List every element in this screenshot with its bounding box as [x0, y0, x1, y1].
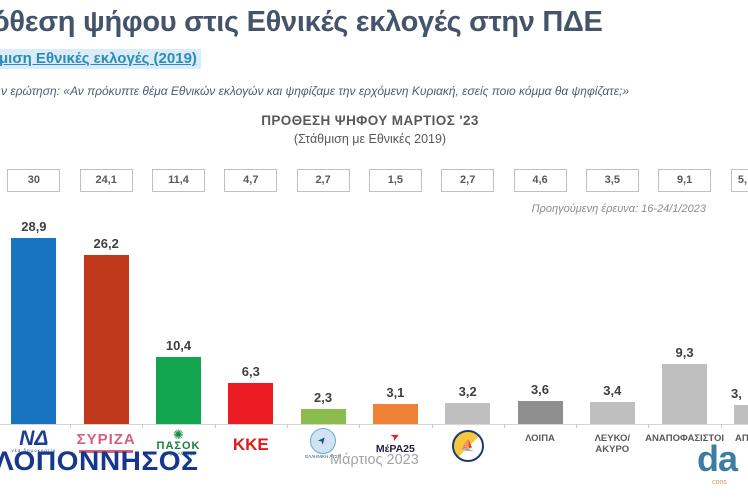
- bar: [156, 357, 201, 424]
- axis-tick: [720, 424, 722, 428]
- bar: [11, 238, 57, 424]
- axis-tick: [503, 424, 505, 428]
- chart-header: ΠΡΟΘΕΣΗ ΨΗΦΟΥ ΜΑΡΤΙΟΣ '23 (Στάθμιση με Ε…: [180, 113, 560, 146]
- bar: [300, 409, 346, 424]
- pasok-logo-subtext: Κίνημα Αλλαγής: [162, 451, 195, 456]
- survey-question: ν ερώτηση: «Αν πρόκυπτε θέμα Εθνικών εκλ…: [1, 84, 630, 98]
- bar: [662, 364, 708, 424]
- bar-value-label: 10,4: [165, 338, 192, 354]
- syriza-logo-banner: [79, 450, 134, 453]
- previous-value-box: 1,5: [368, 169, 422, 192]
- bar-value-label: 3,6: [530, 381, 550, 397]
- bar-value-label: 2,3: [314, 390, 333, 406]
- previous-value-box: 30: [7, 169, 61, 192]
- previous-value-box: 3,5: [585, 169, 639, 192]
- category-label: ΑΝΑΠΟΦΑΣΙΣΤΟΙ: [645, 433, 725, 444]
- bar: [445, 403, 491, 424]
- bar-value-label: 3,: [731, 385, 742, 401]
- kke-logo-text: ΚΚΕ: [232, 435, 269, 454]
- previous-value-box: 4,6: [513, 169, 567, 192]
- axis-tick: [359, 424, 361, 428]
- party-logo-kke: ΚΚΕ: [215, 428, 287, 472]
- data-consultants-logo-subtext: cons: [712, 479, 727, 486]
- previous-value-box: 24,1: [79, 169, 133, 192]
- chart-title: ΠΡΟΘΕΣΗ ΨΗΦΟΥ ΜΑΡΤΙΟΣ '23: [261, 113, 479, 128]
- previous-value-box: 2,7: [296, 169, 350, 192]
- weighting-link[interactable]: μιση Εθνικές εκλογές (2019): [0, 49, 201, 69]
- plefsi-eleftherias-emblem-icon: ⛵: [451, 430, 484, 462]
- nd-logo-subtext: νέα δημοκρατία: [11, 448, 57, 453]
- axis-tick: [142, 424, 144, 428]
- bar-value-label: 26,2: [93, 236, 119, 252]
- elliniki-lysi-logo-text: ΕΛΛΗΝΙΚΗ ΛΥΣΗ: [305, 454, 341, 459]
- axis-tick: [70, 424, 72, 428]
- nd-logo-text: ΝΔ: [19, 427, 49, 450]
- data-consultants-logo: da: [697, 438, 738, 479]
- bar-value-label: 3,4: [603, 383, 622, 399]
- axis-tick: [214, 424, 216, 428]
- axis-tick: [648, 424, 650, 428]
- bar: [517, 400, 563, 424]
- party-logo-ellysi: ➤ ΕΛΛΗΝΙΚΗ ΛΥΣΗ: [287, 428, 359, 472]
- pasok-sun-icon: ✺: [173, 427, 184, 442]
- party-logo-syriza: ΣΥΡΙΖΑ: [70, 428, 142, 472]
- page-title: όθεση ψήφου στις Εθνικές εκλογές στην ΠΔ…: [0, 6, 603, 38]
- previous-value-box: 11,4: [152, 169, 205, 192]
- bar: [734, 404, 748, 424]
- syriza-logo-text: ΣΥΡΙΖΑ: [76, 431, 136, 448]
- bar: [589, 402, 635, 424]
- pasok-logo-text: ΠΑΣΟΚ: [156, 440, 201, 452]
- party-logo-mera25: ➤ ΜέΡΑ25: [359, 428, 431, 472]
- bar-value-label: 6,3: [241, 364, 260, 380]
- axis-tick: [286, 424, 288, 428]
- newspaper-watermark: ΛΟΠΟΝΝΗΣΟΣ: [0, 446, 199, 476]
- previous-survey-note: Προηγούμενη έρευνα: 16-24/1/2023: [531, 203, 706, 215]
- party-logo-pasok: ✺ ΠΑΣΟΚ Κίνημα Αλλαγής: [143, 428, 215, 472]
- previous-value-box: 4,7: [224, 169, 278, 192]
- date-watermark: Μάρτιος 2023: [330, 452, 419, 468]
- x-axis-line: [0, 424, 748, 425]
- party-logo-plefsi: ⛵: [432, 428, 504, 472]
- axis-tick: [431, 424, 433, 428]
- party-logo-nd: ΝΔ νέα δημοκρατία: [0, 428, 70, 472]
- bar-value-label: 28,9: [21, 219, 47, 235]
- bar: [83, 255, 129, 424]
- elliniki-lysi-emblem-icon: ➤: [310, 428, 337, 454]
- category-label: ΛΟΙΠΑ: [525, 433, 555, 444]
- bar-value-label: 9,3: [675, 345, 694, 361]
- category-label: ΑΠ: [735, 433, 748, 444]
- bar: [228, 383, 274, 424]
- bar: [372, 404, 418, 424]
- mera25-logo-text: ΜέΡΑ25: [375, 443, 415, 455]
- previous-value-box: 2,7: [441, 169, 495, 192]
- previous-value-box: 5,: [730, 169, 748, 192]
- axis-tick: [576, 424, 578, 428]
- previous-value-box: 9,1: [658, 169, 712, 192]
- chart-subtitle: (Στάθμιση με Εθνικές 2019): [293, 132, 447, 146]
- category-label: ΛΕΥΚΟ/ΑΚΥΡΟ: [594, 433, 631, 455]
- bar-value-label: 3,2: [458, 384, 477, 400]
- bar-value-label: 3,1: [386, 385, 405, 401]
